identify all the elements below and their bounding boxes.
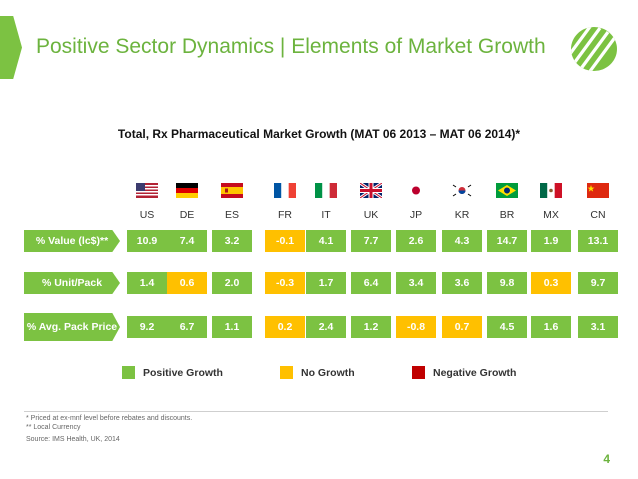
value-cell-cn: 9.7 — [578, 272, 618, 294]
value-cell-jp: 3.4 — [396, 272, 436, 294]
country-code: UK — [363, 209, 379, 221]
legend-no-growth-label: No Growth — [301, 366, 355, 379]
legend-negative-label: Negative Growth — [433, 366, 517, 379]
value-cell-cn: 13.1 — [578, 230, 618, 252]
value-cell-it: 2.4 — [306, 316, 346, 338]
value-cell-br: 9.8 — [487, 272, 527, 294]
country-code: MX — [543, 209, 559, 221]
value-cell-us: 9.2 — [127, 316, 167, 338]
value-cell-cn: 3.1 — [578, 316, 618, 338]
row-label: % Unit/Pack — [24, 272, 120, 294]
legend-negative-swatch — [412, 366, 425, 379]
value-cell-uk: 6.4 — [351, 272, 391, 294]
value-cell-br: 4.5 — [487, 316, 527, 338]
country-flags — [0, 183, 638, 203]
flag-mx-icon — [540, 183, 562, 198]
legend-positive-swatch — [122, 366, 135, 379]
page-title: Positive Sector Dynamics | Elements of M… — [36, 35, 546, 58]
country-code: KR — [454, 209, 470, 221]
value-cell-us: 10.9 — [127, 230, 167, 252]
legend-no-growth-swatch — [280, 366, 293, 379]
country-code: BR — [499, 209, 515, 221]
flag-es-icon — [221, 183, 243, 198]
value-cell-jp: 2.6 — [396, 230, 436, 252]
country-code: IT — [321, 209, 331, 221]
value-cell-de: 7.4 — [167, 230, 207, 252]
footnote-currency: ** Local Currency — [26, 424, 81, 431]
legend-positive: Positive Growth — [122, 366, 223, 379]
footnote-pricing: * Priced at ex-mnf level before rebates … — [26, 415, 193, 422]
country-code: ES — [224, 209, 239, 221]
table-subtitle: Total, Rx Pharmaceutical Market Growth (… — [117, 127, 521, 141]
value-cell-fr: -0.1 — [265, 230, 305, 252]
flag-us-icon — [136, 183, 158, 198]
value-cell-es: 3.2 — [212, 230, 252, 252]
value-cell-it: 1.7 — [306, 272, 346, 294]
country-code: CN — [590, 209, 606, 221]
value-cell-es: 2.0 — [212, 272, 252, 294]
value-cell-es: 1.1 — [212, 316, 252, 338]
title-accent-tab — [0, 16, 22, 79]
flag-uk-icon — [360, 183, 382, 198]
value-cell-us: 1.4 — [127, 272, 167, 294]
legend-negative: Negative Growth — [412, 366, 516, 379]
flag-de-icon — [176, 183, 198, 198]
flag-fr-icon — [274, 183, 296, 198]
row-label: % Value (lc$)** — [24, 230, 120, 252]
value-cell-uk: 1.2 — [351, 316, 391, 338]
value-cell-mx: 1.6 — [531, 316, 571, 338]
value-cell-de: 0.6 — [167, 272, 207, 294]
value-cell-fr: 0.2 — [265, 316, 305, 338]
country-code: US — [139, 209, 155, 221]
value-cell-kr: 4.3 — [442, 230, 482, 252]
country-code: JP — [409, 209, 423, 221]
value-cell-kr: 0.7 — [442, 316, 482, 338]
page-number: 4 — [603, 452, 610, 466]
country-code: FR — [278, 209, 292, 221]
flag-br-icon — [496, 183, 518, 198]
value-cell-it: 4.1 — [306, 230, 346, 252]
value-cell-jp: -0.8 — [396, 316, 436, 338]
value-cell-mx: 1.9 — [531, 230, 571, 252]
flag-it-icon — [315, 183, 337, 198]
footer-divider — [24, 411, 608, 412]
legend-no-growth: No Growth — [280, 366, 355, 379]
value-cell-fr: -0.3 — [265, 272, 305, 294]
value-cell-de: 6.7 — [167, 316, 207, 338]
value-cell-kr: 3.6 — [442, 272, 482, 294]
flag-jp-icon — [405, 183, 427, 198]
flag-cn-icon — [587, 183, 609, 198]
value-cell-uk: 7.7 — [351, 230, 391, 252]
value-cell-mx: 0.3 — [531, 272, 571, 294]
company-logo-icon — [571, 27, 617, 71]
row-label: % Avg. Pack Price — [24, 313, 120, 341]
country-code: DE — [179, 209, 195, 221]
value-cell-br: 14.7 — [487, 230, 527, 252]
legend-positive-label: Positive Growth — [143, 366, 223, 379]
footnote-source: Source: IMS Health, UK, 2014 — [26, 436, 120, 443]
flag-kr-icon — [451, 183, 473, 198]
